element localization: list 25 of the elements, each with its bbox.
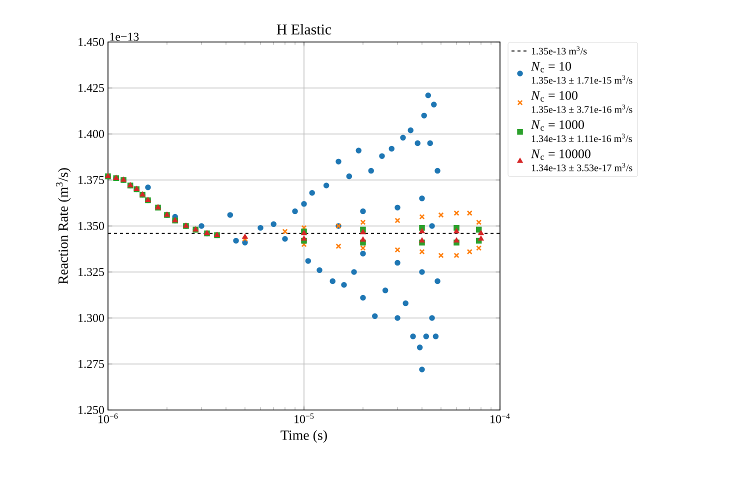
legend-label: N$_{c}$ = 1000 bbox=[530, 120, 584, 131]
text: 1.35e-13 ± 1.71e-15 m$^{3}$/s bbox=[532, 75, 632, 84]
y-tick-label: 1.250 bbox=[78, 406, 104, 414]
text: 1.34e-13 ± 3.53e-17 m$^{3}$/s bbox=[532, 162, 632, 172]
x-tick-label: 10$^{−6}$ bbox=[98, 414, 118, 424]
text: 1.34e-13 ± 1.11e-16 m$^{3}$/s bbox=[532, 134, 632, 142]
y-tick-label: 1.450 bbox=[78, 38, 104, 46]
chart-title: H Elastic bbox=[276, 24, 332, 34]
x-axis-title: Time (s) bbox=[280, 430, 327, 443]
text: 1.35e-13 ± 3.71e-16 m$^{3}$/s bbox=[532, 104, 632, 113]
x-tick-label: 10$^{−5}$ bbox=[294, 414, 314, 424]
x-tick-label: 10$^{−4}$ bbox=[490, 414, 510, 424]
y-tick-label: 1.400 bbox=[78, 130, 104, 138]
y-tick-label: 1.425 bbox=[78, 84, 104, 92]
y-tick-label: 1.325 bbox=[78, 268, 104, 276]
y-tick-label: 1.300 bbox=[78, 314, 104, 322]
y-tick-label: 1.375 bbox=[78, 176, 104, 184]
legend-label: 1.35e-13 m$^{3}$/s bbox=[532, 46, 587, 55]
y-tick-label: 1.350 bbox=[78, 222, 104, 230]
legend-label: N$_{c}$ = 10 bbox=[530, 62, 572, 72]
text: 1e−13 bbox=[110, 32, 139, 41]
y-axis-title: Reaction Rate (m$^{3}$/s) bbox=[56, 168, 71, 284]
legend-label: N$_{c}$ = 10000 bbox=[530, 149, 590, 160]
y-tick-label: 1.275 bbox=[78, 360, 104, 368]
legend-label: N$_{c}$ = 100 bbox=[530, 91, 578, 102]
